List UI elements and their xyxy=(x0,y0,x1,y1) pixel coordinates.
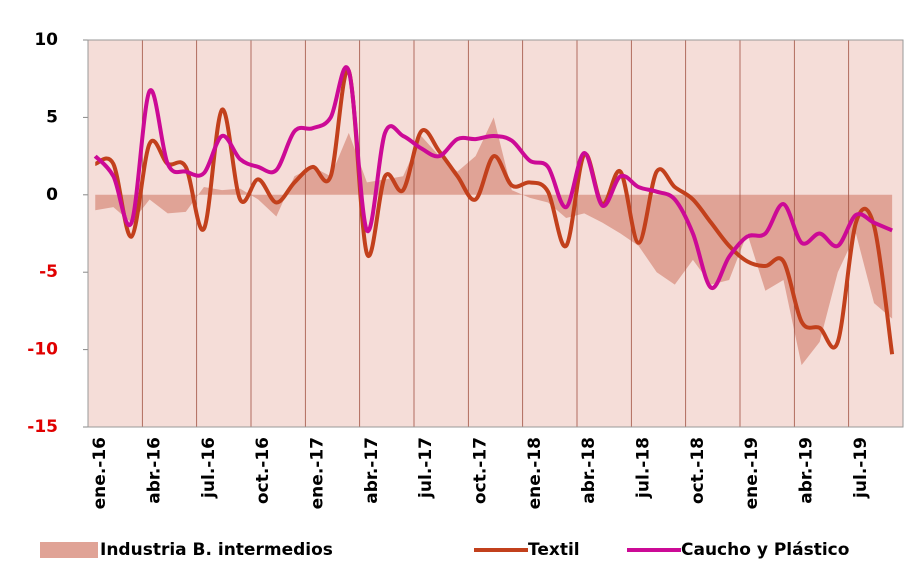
area xyxy=(95,117,893,366)
y-tick-label: -5 xyxy=(39,262,58,282)
x-tick-label: oct.-18 xyxy=(688,437,708,504)
x-tick-label: jul.-16 xyxy=(199,437,219,499)
x-tick-label: abr.-19 xyxy=(797,437,817,504)
x-tick-label: jul.-18 xyxy=(634,437,654,499)
y-tick-label: -10 xyxy=(27,340,58,360)
x-tick-label: ene.-17 xyxy=(308,437,328,509)
legend-label: Textil xyxy=(528,540,580,560)
line xyxy=(93,65,893,290)
legend-swatch xyxy=(40,542,98,558)
y-tick-label: 5 xyxy=(46,107,58,127)
legend-label: Industria B. intermedios xyxy=(100,540,333,560)
line xyxy=(94,68,895,355)
x-tick-label: ene.-16 xyxy=(90,437,110,509)
x-tick-label: oct.-17 xyxy=(471,437,491,504)
x-tick-label: abr.-18 xyxy=(579,437,599,504)
x-tick-label: abr.-17 xyxy=(362,437,382,504)
x-tick-label: ene.-19 xyxy=(742,437,762,509)
x-tick-label: ene.-18 xyxy=(525,437,545,509)
y-tick-label: -15 xyxy=(27,417,58,437)
x-tick-label: abr.-16 xyxy=(145,437,165,504)
x-tick-label: oct.-16 xyxy=(253,437,273,504)
y-tick-label: 0 xyxy=(46,185,58,205)
plot-border xyxy=(87,39,904,428)
legend-label: Caucho y Plástico xyxy=(681,540,849,560)
x-tick-label: jul.-17 xyxy=(416,437,436,499)
x-tick-label: jul.-19 xyxy=(851,437,871,499)
y-tick-label: 10 xyxy=(34,30,58,50)
